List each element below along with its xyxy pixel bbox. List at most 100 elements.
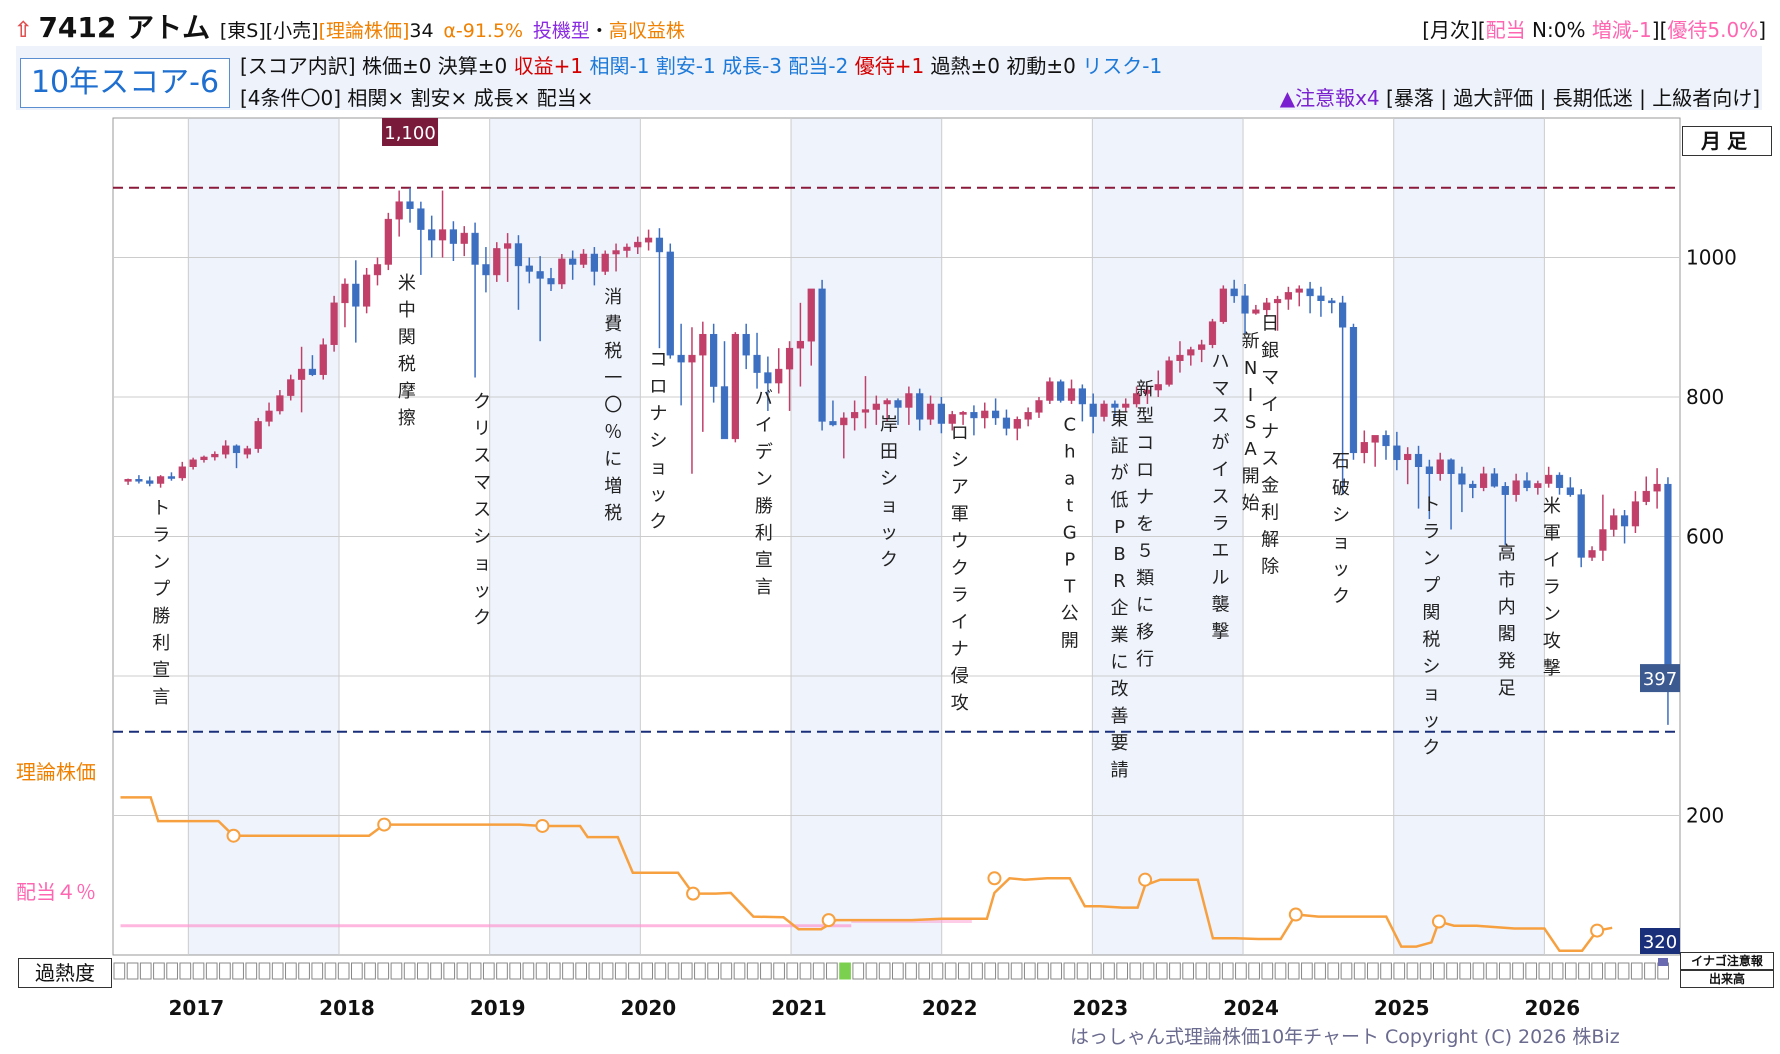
heat-cell — [258, 962, 271, 980]
candle-up — [504, 243, 512, 249]
candle-up — [373, 264, 382, 276]
heat-cell — [1063, 962, 1076, 980]
candle-up — [1295, 288, 1303, 293]
theory-dot — [1288, 907, 1303, 922]
candle-down — [677, 354, 685, 363]
candle-down — [1382, 435, 1390, 447]
dividend-line-label: 配当４％ — [16, 880, 96, 904]
alert-line: ▲注意報x4 [暴落 | 過大評価 | 長期低迷 | 上級者向け] — [1280, 82, 1760, 111]
high-profit-tag: 高収益株 — [608, 20, 685, 42]
candle-down — [753, 354, 761, 373]
candle-down — [536, 271, 544, 279]
candle-up — [156, 476, 165, 484]
heat-cell — [1274, 962, 1287, 980]
heat-cell — [799, 962, 812, 980]
heat-cell — [192, 962, 205, 980]
event-annotation: 消費税一〇％に増税 — [604, 287, 622, 524]
theory-dot — [226, 828, 241, 843]
candle-up — [319, 344, 327, 375]
inago-indicator — [1658, 958, 1668, 966]
candle-up — [222, 445, 230, 455]
candle-up — [861, 409, 870, 413]
candle-down — [1664, 483, 1672, 679]
header-title: ⇧ 7412 アトム [東S][小売][理論株価]34 α-91.5% 投機型・高… — [14, 6, 685, 46]
heat-cell — [1459, 962, 1472, 980]
candle-up — [363, 274, 371, 307]
heat-cell — [232, 962, 244, 980]
candle-up — [1273, 299, 1282, 304]
candle-down — [1230, 288, 1238, 297]
candle-down — [1078, 388, 1086, 405]
candle-up — [460, 232, 468, 244]
candle-up — [644, 237, 653, 243]
theory-dot — [535, 818, 550, 833]
heat-cell — [1551, 962, 1564, 980]
candle-up — [579, 253, 588, 265]
score-badge: 10年スコア-6 — [20, 58, 230, 108]
monthly-mid: ][ — [1651, 18, 1668, 42]
dividend-change: 増減-1 — [1591, 18, 1652, 42]
candle-up — [1371, 435, 1379, 443]
volume-label[interactable]: 出来高 — [1680, 970, 1774, 988]
heat-cell — [1578, 962, 1590, 980]
heat-cell — [1604, 962, 1617, 980]
inago-alert-label[interactable]: イナゴ注意報 — [1680, 952, 1774, 970]
event-annotation: バイデン勝利宣言 — [755, 388, 773, 598]
candle-down — [1089, 403, 1097, 417]
heat-cell — [971, 962, 983, 980]
candle-down — [1339, 302, 1347, 328]
heat-cell — [1472, 962, 1485, 980]
heat-cell — [1221, 962, 1234, 980]
event-annotation: クリスマスショック — [473, 391, 491, 628]
dividend-n: N:0% — [1525, 18, 1592, 42]
candle-up — [1610, 515, 1618, 530]
heat-cell — [1182, 962, 1194, 980]
candle-down — [742, 333, 750, 356]
candle-down — [1501, 486, 1509, 495]
heat-cell — [641, 962, 653, 980]
candle-up — [330, 302, 338, 345]
last-price-box — [1640, 664, 1680, 693]
heat-cell — [390, 962, 403, 980]
candle-down — [1328, 300, 1336, 304]
candle-down — [1469, 483, 1477, 488]
period-label[interactable]: 月足 — [1682, 126, 1772, 156]
alert-head: ▲注意報x4 — [1279, 86, 1380, 110]
candle-up — [1404, 453, 1412, 461]
candle-up — [438, 229, 447, 241]
candle-down — [232, 445, 241, 454]
heat-cell — [1142, 962, 1155, 980]
heat-cell — [746, 962, 759, 980]
heat-cell — [1010, 962, 1023, 980]
candle-down — [1447, 459, 1455, 474]
heat-cell — [984, 962, 997, 980]
market-tags: [東S][小売] — [219, 20, 319, 42]
theory-price-label: [理論株価] — [318, 20, 410, 42]
heat-cell — [1485, 962, 1498, 980]
candle-down — [482, 264, 490, 276]
heat-cell — [1287, 962, 1300, 980]
event-annotation: 日銀マイナス金利解除 — [1261, 313, 1279, 577]
theory-price-line — [120, 796, 1613, 953]
candle-down — [146, 480, 154, 484]
heat-cell — [654, 962, 667, 980]
heat-cell — [166, 962, 178, 980]
heat-cell — [416, 962, 429, 980]
theory-dot — [1431, 914, 1446, 929]
heat-cell — [733, 962, 746, 980]
heat-cell — [271, 962, 284, 980]
heat-cell — [865, 962, 878, 980]
heat-cell — [1208, 962, 1221, 980]
heat-cell — [1327, 962, 1340, 980]
heat-cell — [720, 962, 733, 980]
heat-cell — [931, 962, 944, 980]
candle-up — [1187, 349, 1195, 356]
heat-cell — [997, 962, 1010, 980]
candle-down — [1414, 453, 1423, 468]
heat-cell — [1116, 962, 1129, 980]
theory-price-value: 34 — [409, 20, 434, 42]
candle-up — [688, 354, 696, 363]
candle-down — [1577, 494, 1585, 558]
candle-down — [1317, 295, 1325, 301]
heat-cell — [1169, 962, 1181, 980]
